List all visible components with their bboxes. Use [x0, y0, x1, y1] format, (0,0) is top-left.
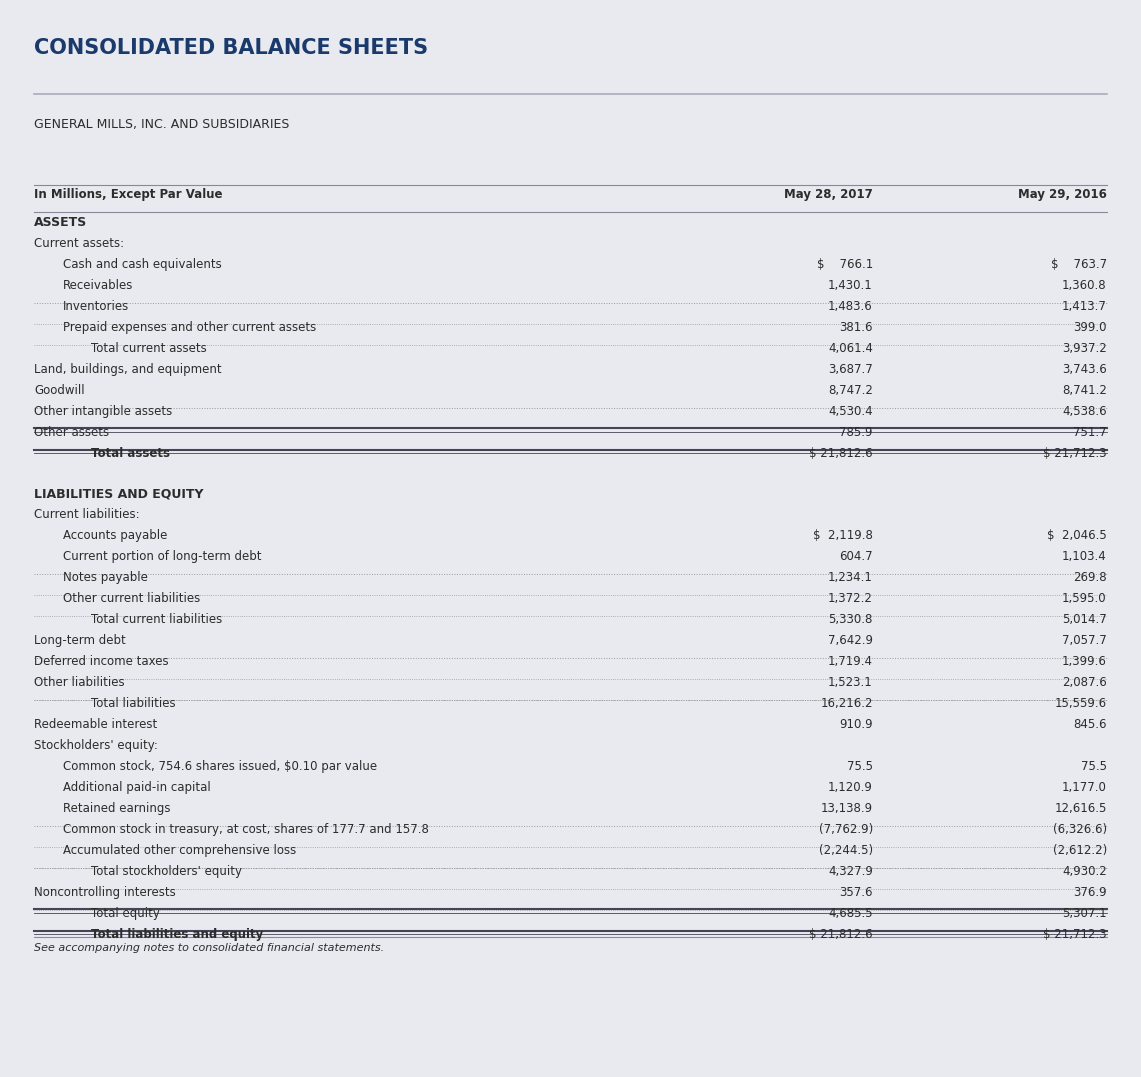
Text: 75.5: 75.5 — [847, 760, 873, 773]
Text: Other liabilities: Other liabilities — [34, 676, 124, 689]
Text: 5,330.8: 5,330.8 — [828, 614, 873, 627]
Text: Land, buildings, and equipment: Land, buildings, and equipment — [34, 363, 221, 377]
Text: (2,612.2): (2,612.2) — [1052, 844, 1107, 857]
Text: $ 21,712.3: $ 21,712.3 — [1043, 447, 1107, 461]
Text: (7,762.9): (7,762.9) — [818, 824, 873, 837]
Text: Total current assets: Total current assets — [91, 342, 207, 355]
Text: (6,326.6): (6,326.6) — [1053, 824, 1107, 837]
Text: LIABILITIES AND EQUITY: LIABILITIES AND EQUITY — [34, 488, 204, 501]
Text: May 28, 2017: May 28, 2017 — [784, 188, 873, 201]
Text: 1,399.6: 1,399.6 — [1062, 656, 1107, 669]
Text: 3,937.2: 3,937.2 — [1062, 342, 1107, 355]
Text: Common stock in treasury, at cost, shares of 177.7 and 157.8: Common stock in treasury, at cost, share… — [63, 824, 429, 837]
Text: 4,061.4: 4,061.4 — [828, 342, 873, 355]
Text: May 29, 2016: May 29, 2016 — [1018, 188, 1107, 201]
Text: $ 21,812.6: $ 21,812.6 — [809, 447, 873, 461]
Text: 4,538.6: 4,538.6 — [1062, 405, 1107, 419]
Text: 1,103.4: 1,103.4 — [1062, 550, 1107, 563]
Text: 785.9: 785.9 — [840, 426, 873, 439]
Text: 4,327.9: 4,327.9 — [828, 866, 873, 879]
Text: 5,307.1: 5,307.1 — [1062, 908, 1107, 921]
Text: Noncontrolling interests: Noncontrolling interests — [34, 886, 176, 899]
Text: 1,719.4: 1,719.4 — [828, 656, 873, 669]
Text: Goodwill: Goodwill — [34, 384, 84, 397]
Text: 75.5: 75.5 — [1081, 760, 1107, 773]
Text: 357.6: 357.6 — [840, 886, 873, 899]
Text: 13,138.9: 13,138.9 — [820, 802, 873, 815]
Text: 1,372.2: 1,372.2 — [828, 592, 873, 605]
Text: Total equity: Total equity — [91, 908, 160, 921]
Text: ASSETS: ASSETS — [34, 216, 88, 229]
Text: 751.7: 751.7 — [1074, 426, 1107, 439]
Text: 12,616.5: 12,616.5 — [1054, 802, 1107, 815]
Text: GENERAL MILLS, INC. AND SUBSIDIARIES: GENERAL MILLS, INC. AND SUBSIDIARIES — [34, 118, 290, 131]
Text: Other assets: Other assets — [34, 426, 110, 439]
Text: Current assets:: Current assets: — [34, 238, 124, 251]
Text: Deferred income taxes: Deferred income taxes — [34, 656, 169, 669]
Text: Retained earnings: Retained earnings — [63, 802, 170, 815]
Text: CONSOLIDATED BALANCE SHEETS: CONSOLIDATED BALANCE SHEETS — [34, 38, 428, 58]
Text: 3,743.6: 3,743.6 — [1062, 363, 1107, 377]
Text: 1,234.1: 1,234.1 — [828, 572, 873, 585]
Text: Current portion of long-term debt: Current portion of long-term debt — [63, 550, 261, 563]
Text: $  2,119.8: $ 2,119.8 — [814, 530, 873, 543]
Text: 3,687.7: 3,687.7 — [828, 363, 873, 377]
Text: $    763.7: $ 763.7 — [1051, 258, 1107, 271]
Text: (2,244.5): (2,244.5) — [819, 844, 873, 857]
Text: 16,216.2: 16,216.2 — [820, 698, 873, 711]
Text: 604.7: 604.7 — [840, 550, 873, 563]
Text: Notes payable: Notes payable — [63, 572, 147, 585]
Text: 1,177.0: 1,177.0 — [1062, 782, 1107, 795]
Text: $ 21,812.6: $ 21,812.6 — [809, 928, 873, 941]
Text: Other current liabilities: Other current liabilities — [63, 592, 200, 605]
Text: 1,360.8: 1,360.8 — [1062, 279, 1107, 293]
Text: Other intangible assets: Other intangible assets — [34, 405, 172, 419]
Text: Prepaid expenses and other current assets: Prepaid expenses and other current asset… — [63, 321, 316, 335]
Text: 399.0: 399.0 — [1074, 321, 1107, 335]
Text: 4,930.2: 4,930.2 — [1062, 866, 1107, 879]
Text: Additional paid-in capital: Additional paid-in capital — [63, 782, 210, 795]
Text: Redeemable interest: Redeemable interest — [34, 718, 157, 731]
Text: In Millions, Except Par Value: In Millions, Except Par Value — [34, 188, 222, 201]
Text: Accounts payable: Accounts payable — [63, 530, 167, 543]
Text: Accumulated other comprehensive loss: Accumulated other comprehensive loss — [63, 844, 296, 857]
Text: 910.9: 910.9 — [840, 718, 873, 731]
Text: Cash and cash equivalents: Cash and cash equivalents — [63, 258, 221, 271]
Text: 7,057.7: 7,057.7 — [1062, 634, 1107, 647]
Text: Long-term debt: Long-term debt — [34, 634, 126, 647]
Text: 376.9: 376.9 — [1074, 886, 1107, 899]
Text: 845.6: 845.6 — [1074, 718, 1107, 731]
Text: Total liabilities and equity: Total liabilities and equity — [91, 928, 264, 941]
Text: 1,430.1: 1,430.1 — [828, 279, 873, 293]
Text: Total current liabilities: Total current liabilities — [91, 614, 222, 627]
Text: 4,530.4: 4,530.4 — [828, 405, 873, 419]
Text: $    766.1: $ 766.1 — [817, 258, 873, 271]
Text: 1,413.7: 1,413.7 — [1062, 300, 1107, 313]
Text: 1,120.9: 1,120.9 — [828, 782, 873, 795]
Text: See accompanying notes to consolidated financial statements.: See accompanying notes to consolidated f… — [34, 943, 385, 953]
Text: 7,642.9: 7,642.9 — [828, 634, 873, 647]
Text: 4,685.5: 4,685.5 — [828, 908, 873, 921]
Text: Stockholders' equity:: Stockholders' equity: — [34, 740, 159, 753]
Text: 8,747.2: 8,747.2 — [828, 384, 873, 397]
Text: 1,595.0: 1,595.0 — [1062, 592, 1107, 605]
Text: $ 21,712.3: $ 21,712.3 — [1043, 928, 1107, 941]
Text: Total assets: Total assets — [91, 447, 170, 461]
Text: 269.8: 269.8 — [1074, 572, 1107, 585]
Text: Total stockholders' equity: Total stockholders' equity — [91, 866, 242, 879]
Text: Receivables: Receivables — [63, 279, 133, 293]
Text: Common stock, 754.6 shares issued, $0.10 par value: Common stock, 754.6 shares issued, $0.10… — [63, 760, 377, 773]
Text: 5,014.7: 5,014.7 — [1062, 614, 1107, 627]
Text: Current liabilities:: Current liabilities: — [34, 508, 140, 521]
Text: 1,483.6: 1,483.6 — [828, 300, 873, 313]
Text: 2,087.6: 2,087.6 — [1062, 676, 1107, 689]
Text: 381.6: 381.6 — [840, 321, 873, 335]
Text: Inventories: Inventories — [63, 300, 129, 313]
Text: $  2,046.5: $ 2,046.5 — [1047, 530, 1107, 543]
Text: Total liabilities: Total liabilities — [91, 698, 176, 711]
Text: 1,523.1: 1,523.1 — [828, 676, 873, 689]
Text: 15,559.6: 15,559.6 — [1054, 698, 1107, 711]
Text: 8,741.2: 8,741.2 — [1062, 384, 1107, 397]
